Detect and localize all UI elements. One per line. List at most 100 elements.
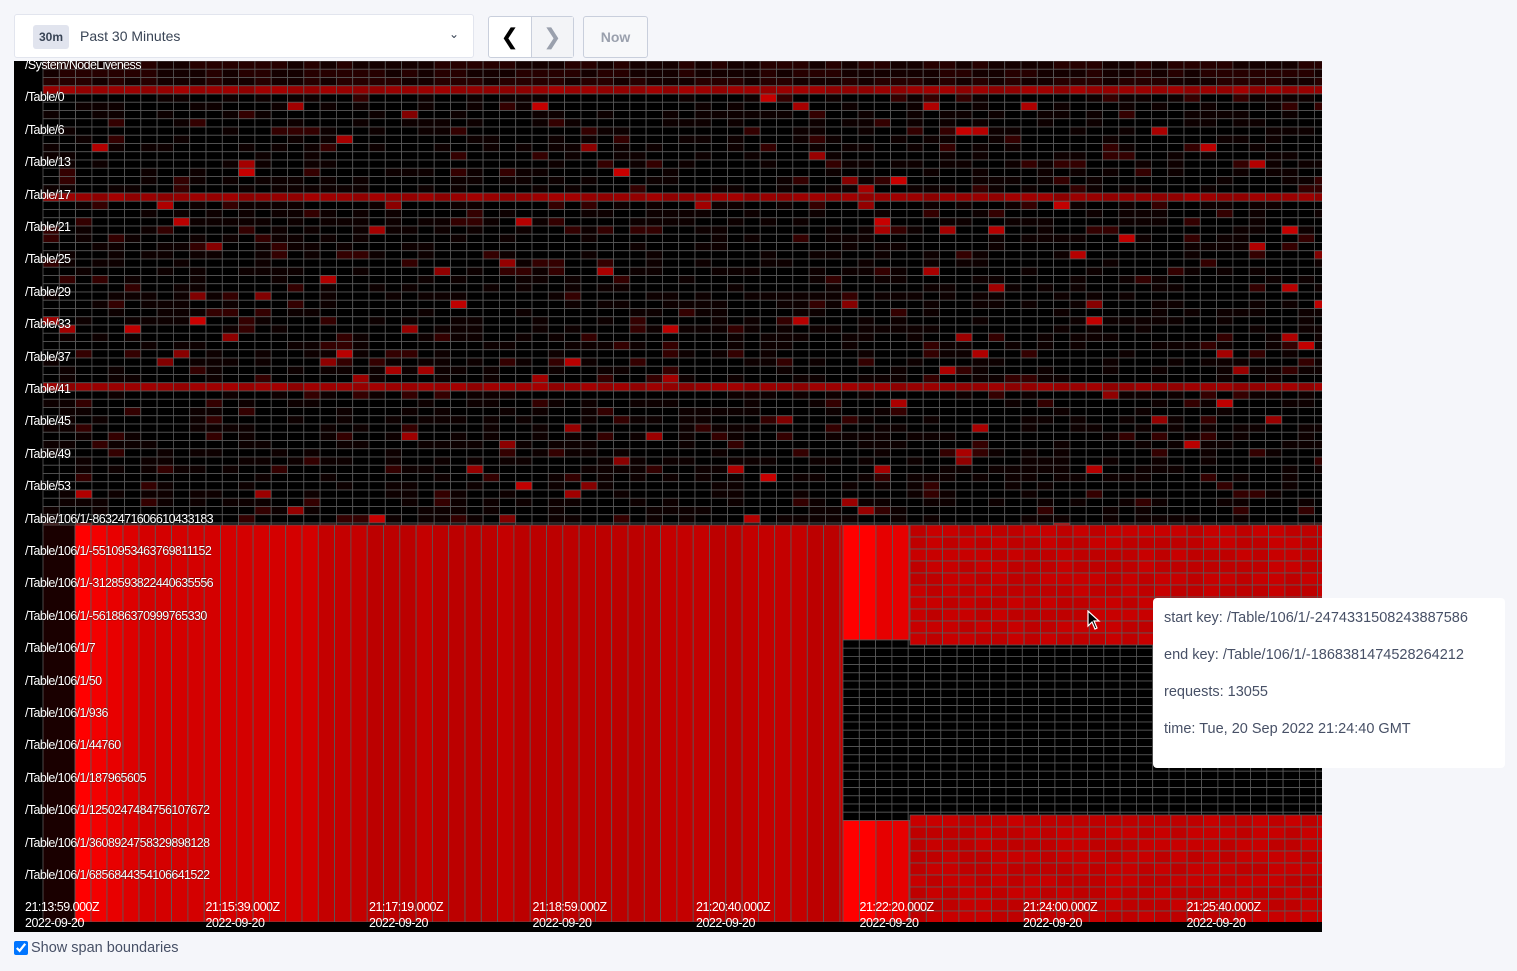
heatmap-cell[interactable] — [1216, 233, 1234, 243]
heatmap-cell[interactable] — [629, 217, 647, 227]
heatmap-cell[interactable] — [1314, 184, 1322, 194]
heatmap-cell[interactable] — [906, 250, 924, 260]
heatmap-cell[interactable] — [924, 705, 942, 715]
heatmap-cell[interactable] — [466, 184, 484, 194]
heatmap-cell[interactable] — [694, 151, 712, 161]
heatmap-cell[interactable] — [858, 664, 876, 674]
heatmap-cell[interactable] — [873, 126, 891, 136]
heatmap-cell[interactable] — [1036, 85, 1054, 95]
heatmap-cell[interactable] — [401, 101, 419, 111]
heatmap-cell[interactable] — [1085, 332, 1103, 342]
heatmap-cell[interactable] — [270, 217, 288, 227]
heatmap-cell[interactable] — [873, 415, 891, 425]
heatmap-cell[interactable] — [890, 85, 908, 95]
heatmap-cell[interactable] — [907, 697, 925, 707]
heatmap-cell[interactable] — [303, 324, 321, 334]
heatmap-cell[interactable] — [140, 200, 158, 210]
heatmap-cell[interactable] — [75, 431, 93, 441]
heatmap-cell[interactable] — [1183, 118, 1201, 128]
heatmap-cell[interactable] — [1038, 688, 1056, 698]
heatmap-cell[interactable] — [841, 365, 859, 375]
heatmap-cell[interactable] — [645, 398, 663, 408]
heatmap-cell[interactable] — [564, 398, 582, 408]
heatmap-cell[interactable] — [1232, 250, 1250, 260]
heatmap-cell[interactable] — [417, 283, 435, 293]
heatmap-cell[interactable] — [1151, 431, 1169, 441]
heatmap-cell[interactable] — [1167, 200, 1185, 210]
heatmap-cell[interactable] — [401, 225, 419, 235]
heatmap-cell[interactable] — [891, 639, 909, 649]
heatmap-cell[interactable] — [1232, 341, 1250, 351]
heatmap-cell[interactable] — [384, 126, 402, 136]
heatmap-cell[interactable] — [973, 664, 991, 674]
heatmap-cell[interactable] — [254, 415, 272, 425]
heatmap-cell[interactable] — [547, 200, 565, 210]
heatmap-cell[interactable] — [221, 184, 240, 194]
heatmap-cell[interactable] — [401, 514, 419, 524]
heatmap-cell[interactable] — [1004, 357, 1022, 367]
heatmap-cell[interactable] — [1069, 225, 1087, 235]
heatmap-cell[interactable] — [924, 647, 942, 657]
heatmap-cell[interactable] — [140, 357, 158, 367]
heatmap-cell[interactable] — [694, 159, 712, 169]
heatmap-cell[interactable] — [352, 184, 370, 194]
heatmap-cell[interactable] — [808, 61, 826, 70]
heatmap-cell[interactable] — [613, 440, 631, 450]
heatmap-cell[interactable] — [531, 514, 549, 524]
heatmap-cell[interactable] — [140, 456, 158, 466]
heatmap-cell[interactable] — [450, 398, 468, 408]
heatmap-cell[interactable] — [825, 217, 843, 227]
heatmap-cell[interactable] — [450, 167, 468, 177]
heatmap-cell[interactable] — [1036, 506, 1054, 516]
heatmap-cell[interactable] — [352, 275, 370, 285]
heatmap-cell[interactable] — [922, 299, 940, 309]
heatmap-cell[interactable] — [466, 423, 484, 433]
heatmap-cell[interactable] — [1118, 481, 1136, 491]
heatmap-cell[interactable] — [580, 489, 598, 499]
heatmap-cell[interactable] — [107, 464, 125, 474]
heatmap-cell[interactable] — [841, 464, 859, 474]
heatmap-cell[interactable] — [1053, 159, 1071, 169]
heatmap-cell[interactable] — [907, 656, 925, 666]
heatmap-cell[interactable] — [956, 656, 974, 666]
heatmap-cell[interactable] — [515, 159, 533, 169]
heatmap-cell[interactable] — [335, 473, 354, 483]
heatmap-cell[interactable] — [1248, 61, 1266, 70]
heatmap-cell[interactable] — [859, 524, 877, 641]
heatmap-cell[interactable] — [988, 184, 1006, 194]
heatmap-cell[interactable] — [107, 209, 125, 219]
heatmap-cell[interactable] — [1248, 341, 1266, 351]
heatmap-cell[interactable] — [1265, 200, 1283, 210]
heatmap-cell[interactable] — [1118, 167, 1136, 177]
heatmap-cell[interactable] — [107, 200, 125, 210]
heatmap-cell[interactable] — [694, 398, 712, 408]
heatmap-cell[interactable] — [172, 464, 191, 474]
heatmap-cell[interactable] — [792, 192, 810, 202]
heatmap-cell[interactable] — [776, 374, 794, 384]
heatmap-cell[interactable] — [1281, 134, 1299, 144]
heatmap-cell[interactable] — [270, 242, 288, 252]
heatmap-cell[interactable] — [254, 200, 272, 210]
heatmap-cell[interactable] — [825, 77, 843, 87]
heatmap-cell[interactable] — [1216, 159, 1234, 169]
heatmap-cell[interactable] — [662, 85, 680, 95]
heatmap-cell[interactable] — [140, 448, 158, 458]
heatmap-cell[interactable] — [841, 176, 859, 186]
heatmap-cell[interactable] — [613, 497, 631, 507]
heatmap-cell[interactable] — [1102, 126, 1120, 136]
heatmap-cell[interactable] — [955, 431, 973, 441]
heatmap-cell[interactable] — [140, 390, 158, 400]
heatmap-cell[interactable] — [450, 349, 468, 359]
heatmap-cell[interactable] — [1054, 656, 1072, 666]
heatmap-cell[interactable] — [1265, 374, 1283, 384]
heatmap-cell[interactable] — [531, 61, 549, 70]
heatmap-cell[interactable] — [841, 316, 859, 326]
heatmap-cell[interactable] — [645, 266, 663, 276]
heatmap-cell[interactable] — [596, 357, 614, 367]
heatmap-cell[interactable] — [384, 365, 402, 375]
heatmap-cell[interactable] — [140, 93, 158, 103]
heatmap-cell[interactable] — [694, 283, 712, 293]
heatmap-cell[interactable] — [743, 93, 761, 103]
heatmap-cell[interactable] — [759, 497, 777, 507]
heatmap-cell[interactable] — [1199, 423, 1218, 433]
